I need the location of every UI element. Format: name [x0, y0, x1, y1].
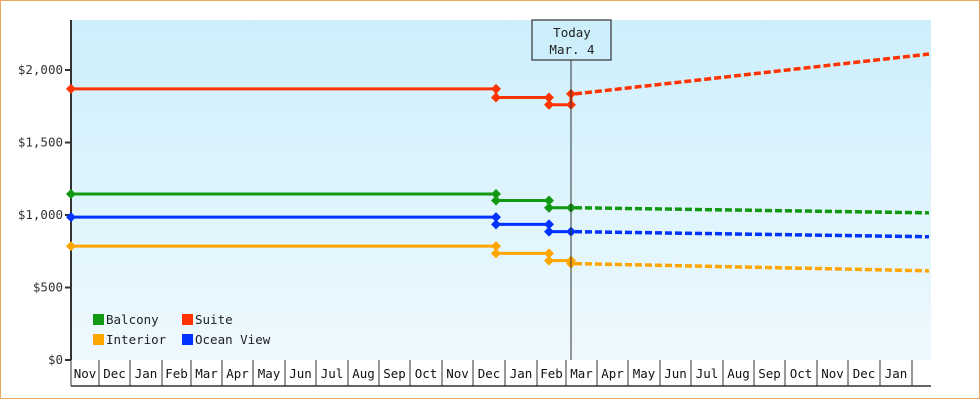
legend-label: Interior — [106, 332, 167, 347]
ocean-view-projection — [574, 229, 930, 239]
y-tick-label: $1,000 — [18, 207, 63, 222]
x-tick-label: Apr — [601, 366, 624, 381]
data-point[interactable] — [544, 195, 554, 206]
y-axis: $0 $500 $1,000 $1,500 $2,000 — [18, 20, 72, 367]
legend-swatch — [93, 314, 104, 325]
x-tick-label: Dec — [103, 366, 126, 381]
legend-label: Suite — [195, 312, 233, 327]
y-tick-label: $0 — [48, 352, 63, 367]
y-tick-label: $500 — [33, 280, 63, 295]
interior-projection — [574, 261, 930, 273]
x-tick-label: Feb — [540, 366, 563, 381]
x-tick-label: Jan — [135, 366, 158, 381]
today-label: Today — [553, 25, 591, 40]
x-tick-label: Jun — [664, 366, 687, 381]
data-point[interactable] — [66, 83, 76, 94]
x-tick-label: Jan — [510, 366, 533, 381]
x-tick-label: Nov — [74, 366, 97, 381]
x-tick-label: Jan — [885, 366, 908, 381]
legend-item-balcony[interactable]: Balcony — [93, 312, 159, 327]
x-tick-label: Sep — [383, 366, 406, 381]
x-tick-label: Jul — [321, 366, 344, 381]
legend-item-suite[interactable]: Suite — [182, 312, 233, 327]
data-point[interactable] — [491, 219, 501, 230]
data-point[interactable] — [66, 188, 76, 199]
x-tick-label: Dec — [478, 366, 501, 381]
legend-swatch — [182, 314, 193, 325]
y-tick-label: $1,500 — [18, 135, 63, 150]
legend-item-interior[interactable]: Interior — [93, 332, 167, 347]
data-point[interactable] — [491, 83, 501, 94]
x-tick-label: Aug — [727, 366, 750, 381]
legend-item-ocean-view[interactable]: Ocean View — [182, 332, 271, 347]
data-point[interactable] — [544, 99, 554, 110]
data-point[interactable] — [66, 212, 76, 223]
x-tick-label: Mar — [195, 366, 218, 381]
legend-swatch — [182, 334, 193, 345]
data-point[interactable] — [491, 195, 501, 206]
x-tick-label: Feb — [165, 366, 188, 381]
x-tick-label: May — [258, 366, 281, 381]
x-tick-label: Dec — [853, 366, 876, 381]
data-point[interactable] — [544, 219, 554, 230]
data-point[interactable] — [66, 241, 76, 252]
x-axis: Nov Dec Jan Feb Mar Apr May Jun Jul Aug Sep Oct Nov D… — [70, 360, 931, 387]
data-point[interactable] — [491, 188, 501, 199]
data-point[interactable] — [544, 226, 554, 237]
x-tick-label: Oct — [415, 366, 438, 381]
x-tick-label: Nov — [821, 366, 844, 381]
y-tick-label: $2,000 — [18, 62, 63, 77]
x-tick-label: Apr — [226, 366, 249, 381]
x-tick-label: Jul — [696, 366, 719, 381]
data-point[interactable] — [544, 92, 554, 103]
x-tick-label: May — [633, 366, 656, 381]
legend: Balcony Suite Interior Ocean View — [93, 312, 271, 347]
plot-area — [71, 20, 931, 360]
balcony-series — [66, 188, 930, 215]
data-point[interactable] — [544, 202, 554, 213]
x-tick-label: Sep — [758, 366, 781, 381]
data-point[interactable] — [491, 92, 501, 103]
x-tick-label: Mar — [570, 366, 593, 381]
legend-swatch — [93, 334, 104, 345]
x-tick-label: Aug — [352, 366, 375, 381]
data-point[interactable] — [544, 255, 554, 266]
legend-label: Ocean View — [195, 332, 271, 347]
data-point[interactable] — [491, 212, 501, 223]
x-tick-label: Jun — [289, 366, 312, 381]
x-tick-label: Oct — [790, 366, 813, 381]
suite-projection — [574, 52, 930, 96]
balcony-projection — [574, 206, 930, 215]
today-date: Mar. 4 — [549, 42, 594, 57]
x-tick-label: Nov — [446, 366, 469, 381]
data-point[interactable] — [544, 248, 554, 259]
today-marker: Today Mar. 4 — [531, 19, 612, 360]
today-box — [531, 19, 612, 61]
data-point[interactable] — [491, 241, 501, 252]
data-point[interactable] — [491, 248, 501, 259]
legend-label: Balcony — [106, 312, 159, 327]
